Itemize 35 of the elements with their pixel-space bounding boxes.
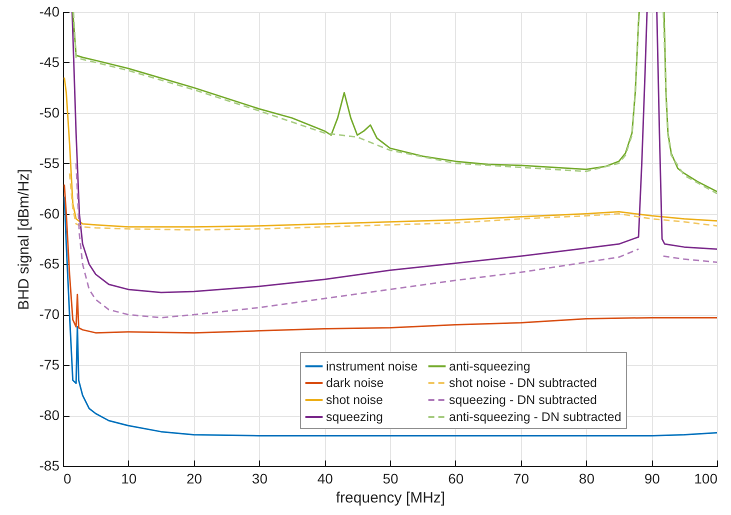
line-series [64, 76, 717, 228]
x-tick-label: 60 [448, 470, 464, 486]
line-series [64, 184, 717, 334]
x-axis-title: frequency [MHz] [336, 490, 446, 506]
legend-label: anti-squeezing [449, 359, 530, 374]
y-tick-label: -75 [39, 356, 60, 373]
legend-label: anti-squeezing - DN subtracted [449, 410, 622, 424]
x-tick-label: 30 [252, 470, 268, 486]
y-tick-label: -80 [39, 407, 60, 424]
line-series [68, 172, 717, 231]
x-tick-label: 90 [644, 470, 660, 486]
legend-label: squeezing [326, 410, 384, 424]
legend-label: shot noise - DN subtracted [449, 376, 598, 390]
legend-label: squeezing - DN subtracted [449, 393, 598, 407]
line-series [64, 196, 717, 436]
x-tick-label: 100 [694, 470, 718, 486]
y-tick-label: -65 [39, 256, 60, 272]
legend-label: shot noise [326, 393, 384, 407]
x-tick-label: 50 [382, 470, 398, 486]
y-tick-label: -40 [39, 4, 60, 20]
y-tick-label: -55 [39, 154, 60, 171]
y-tick-label: -45 [39, 54, 60, 70]
x-tick-label: 20 [186, 470, 202, 486]
y-axis-title: BHD signal [dBm/Hz] [15, 169, 32, 310]
x-tick-label: 80 [578, 470, 595, 486]
x-tick-label: 70 [514, 470, 530, 486]
x-tick-label: 0 [64, 470, 72, 486]
legend-label: dark noise [326, 376, 384, 390]
x-tick-label: 40 [317, 470, 334, 486]
legend-label: instrument noise [326, 359, 418, 374]
y-tick-label: -60 [39, 205, 60, 222]
y-tick-label: -85 [39, 458, 60, 474]
y-tick-label: -70 [39, 306, 60, 322]
y-tick-label: -50 [39, 104, 60, 120]
x-tick-label: 10 [121, 470, 137, 486]
